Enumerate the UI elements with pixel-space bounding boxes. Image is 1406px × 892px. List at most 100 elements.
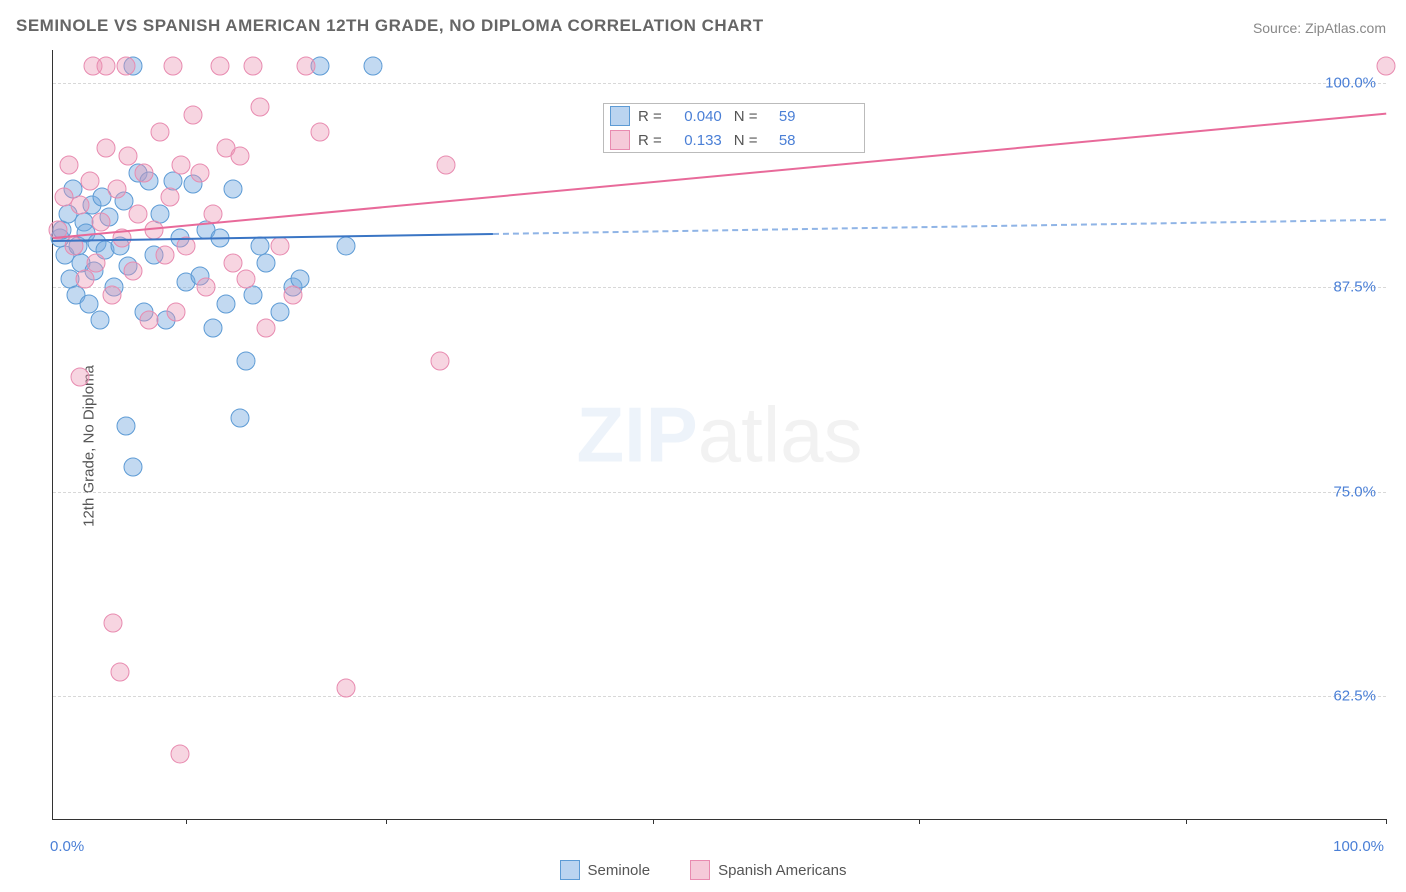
watermark: ZIPatlas xyxy=(576,389,862,480)
data-point-pink xyxy=(118,147,137,166)
data-point-pink xyxy=(97,57,116,76)
data-point-blue xyxy=(270,302,289,321)
x-tick xyxy=(1186,819,1187,824)
legend-label: Seminole xyxy=(588,862,651,879)
data-point-pink xyxy=(70,368,89,387)
data-point-pink xyxy=(155,245,174,264)
y-tick-label: 100.0% xyxy=(1325,74,1376,91)
data-point-blue xyxy=(363,57,382,76)
legend-item-blue: Seminole xyxy=(560,860,651,880)
chart-title: SEMINOLE VS SPANISH AMERICAN 12TH GRADE,… xyxy=(16,16,764,36)
data-point-pink xyxy=(163,57,182,76)
trend-line-blue-extrapolated xyxy=(493,219,1386,235)
y-tick-label: 87.5% xyxy=(1333,279,1376,296)
data-point-pink xyxy=(437,155,456,174)
data-point-pink xyxy=(81,171,100,190)
data-point-blue xyxy=(223,180,242,199)
data-point-pink xyxy=(337,679,356,698)
data-point-blue xyxy=(203,319,222,338)
data-point-pink xyxy=(237,270,256,289)
data-point-pink xyxy=(75,270,94,289)
data-point-blue xyxy=(243,286,262,305)
data-point-pink xyxy=(123,261,142,280)
data-point-pink xyxy=(103,613,122,632)
data-point-blue xyxy=(217,294,236,313)
data-point-pink xyxy=(257,319,276,338)
data-point-pink xyxy=(430,351,449,370)
n-value: 58 xyxy=(766,132,796,149)
data-point-pink xyxy=(110,662,129,681)
data-point-pink xyxy=(183,106,202,125)
data-point-blue xyxy=(123,458,142,477)
data-point-pink xyxy=(70,196,89,215)
data-point-pink xyxy=(1377,57,1396,76)
data-point-blue xyxy=(337,237,356,256)
data-point-pink xyxy=(210,57,229,76)
data-point-pink xyxy=(310,122,329,141)
x-tick-label-min: 0.0% xyxy=(50,838,84,855)
n-label: N = xyxy=(734,108,758,125)
source-attribution: Source: ZipAtlas.com xyxy=(1253,20,1386,36)
data-point-pink xyxy=(297,57,316,76)
stats-box: R = 0.040 N = 59 R = 0.133 N = 58 xyxy=(603,103,865,153)
data-point-pink xyxy=(197,278,216,297)
data-point-pink xyxy=(117,57,136,76)
data-point-pink xyxy=(203,204,222,223)
data-point-pink xyxy=(102,286,121,305)
legend: Seminole Spanish Americans xyxy=(0,860,1406,880)
grid-line xyxy=(53,83,1386,84)
data-point-pink xyxy=(97,139,116,158)
n-label: N = xyxy=(734,132,758,149)
legend-label: Spanish Americans xyxy=(718,862,846,879)
data-point-pink xyxy=(59,155,78,174)
data-point-pink xyxy=(283,286,302,305)
x-tick-label-max: 100.0% xyxy=(1333,838,1384,855)
n-value: 59 xyxy=(766,108,796,125)
x-tick xyxy=(1386,819,1387,824)
data-point-pink xyxy=(243,57,262,76)
source-prefix: Source: xyxy=(1253,20,1305,36)
data-point-pink xyxy=(129,204,148,223)
x-tick xyxy=(653,819,654,824)
watermark-atlas: atlas xyxy=(698,390,863,478)
data-point-pink xyxy=(91,212,110,231)
data-point-pink xyxy=(161,188,180,207)
x-tick xyxy=(919,819,920,824)
data-point-pink xyxy=(134,163,153,182)
data-point-pink xyxy=(250,98,269,117)
swatch-pink-icon xyxy=(610,130,630,150)
watermark-zip: ZIP xyxy=(576,390,697,478)
r-value: 0.133 xyxy=(670,132,722,149)
swatch-blue-icon xyxy=(560,860,580,880)
plot-area: ZIPatlas R = 0.040 N = 59 R = 0.133 N = … xyxy=(52,50,1386,820)
grid-line xyxy=(53,696,1386,697)
x-tick xyxy=(386,819,387,824)
r-value: 0.040 xyxy=(670,108,722,125)
stats-row-blue: R = 0.040 N = 59 xyxy=(604,104,864,128)
data-point-pink xyxy=(190,163,209,182)
data-point-blue xyxy=(257,253,276,272)
data-point-pink xyxy=(150,122,169,141)
swatch-blue-icon xyxy=(610,106,630,126)
x-tick xyxy=(186,819,187,824)
r-label: R = xyxy=(638,108,662,125)
data-point-pink xyxy=(170,744,189,763)
data-point-blue xyxy=(90,310,109,329)
legend-item-pink: Spanish Americans xyxy=(690,860,846,880)
data-point-blue xyxy=(237,351,256,370)
data-point-pink xyxy=(166,302,185,321)
data-point-pink xyxy=(171,155,190,174)
y-tick-label: 62.5% xyxy=(1333,688,1376,705)
r-label: R = xyxy=(638,132,662,149)
data-point-pink xyxy=(86,253,105,272)
stats-row-pink: R = 0.133 N = 58 xyxy=(604,128,864,152)
data-point-pink xyxy=(230,147,249,166)
data-point-pink xyxy=(107,180,126,199)
swatch-pink-icon xyxy=(690,860,710,880)
grid-line xyxy=(53,492,1386,493)
source-link[interactable]: ZipAtlas.com xyxy=(1305,20,1386,36)
y-tick-label: 75.0% xyxy=(1333,483,1376,500)
data-point-pink xyxy=(270,237,289,256)
data-point-pink xyxy=(139,310,158,329)
data-point-pink xyxy=(223,253,242,272)
